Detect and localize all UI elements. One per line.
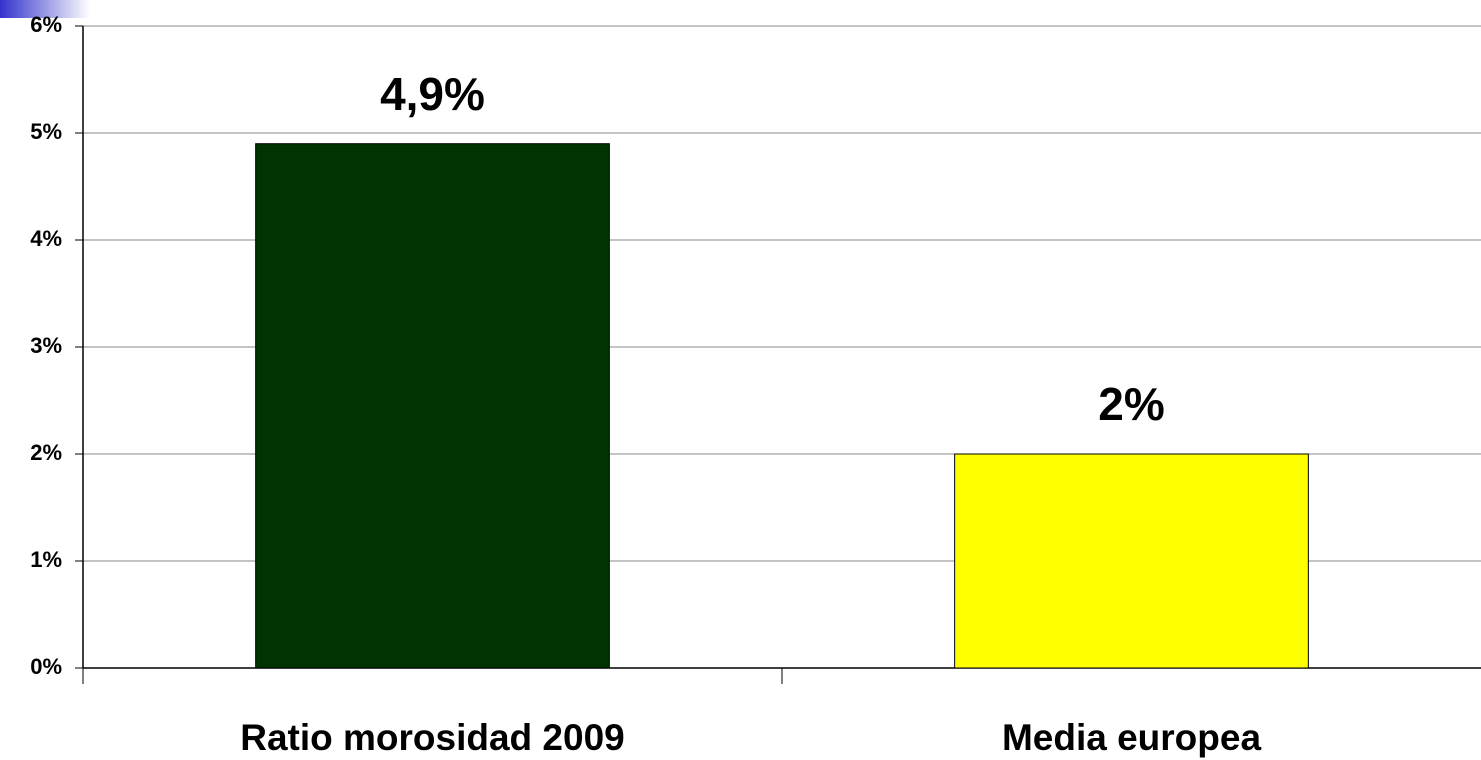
y-tick-label: 0% — [30, 654, 62, 679]
corner-decoration — [0, 0, 90, 18]
y-tick-label: 5% — [30, 119, 62, 144]
x-tick-label: Ratio morosidad 2009 — [240, 717, 625, 758]
y-tick-label: 4% — [30, 226, 62, 251]
y-tick-label: 2% — [30, 440, 62, 465]
y-tick-label: 1% — [30, 547, 62, 572]
y-tick-label: 3% — [30, 333, 62, 358]
x-tick-label: Media europea — [1002, 717, 1261, 758]
y-tick-label: 6% — [30, 12, 62, 37]
value-label: 2% — [1098, 378, 1164, 430]
bar — [954, 453, 1309, 669]
value-label: 4,9% — [380, 68, 485, 120]
bar — [255, 143, 610, 669]
